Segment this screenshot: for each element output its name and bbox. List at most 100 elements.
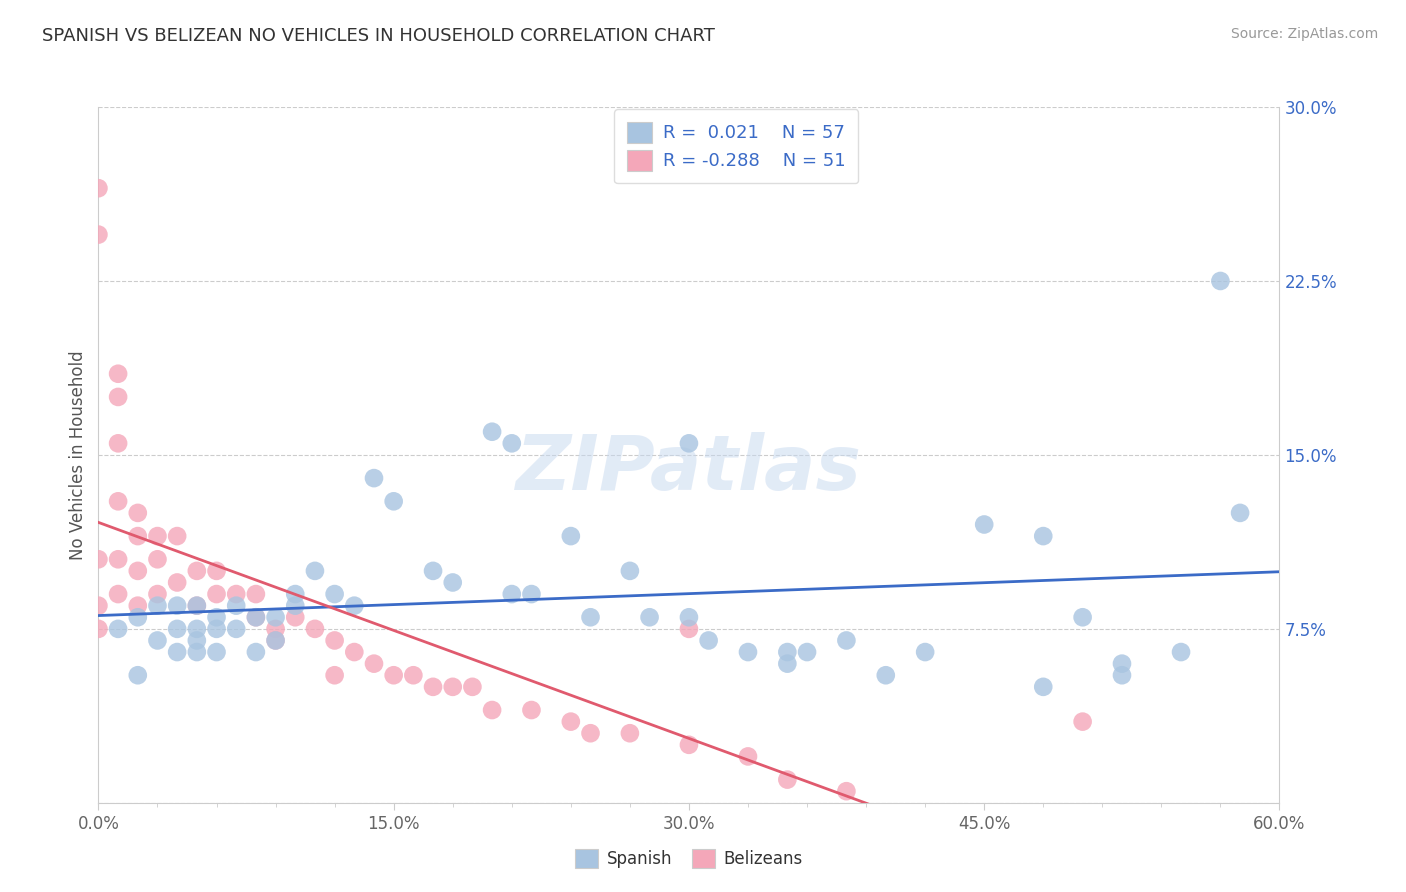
Point <box>127 564 149 578</box>
Point <box>304 622 326 636</box>
Point <box>225 599 247 613</box>
Point <box>560 529 582 543</box>
Point <box>146 587 169 601</box>
Point <box>678 738 700 752</box>
Point <box>1071 610 1094 624</box>
Point <box>284 599 307 613</box>
Point <box>382 668 405 682</box>
Point <box>205 610 228 624</box>
Point <box>323 668 346 682</box>
Point <box>127 506 149 520</box>
Y-axis label: No Vehicles in Household: No Vehicles in Household <box>69 350 87 560</box>
Point <box>127 599 149 613</box>
Point <box>264 633 287 648</box>
Point <box>481 703 503 717</box>
Point <box>186 622 208 636</box>
Point <box>678 610 700 624</box>
Point <box>560 714 582 729</box>
Point <box>619 726 641 740</box>
Point <box>382 494 405 508</box>
Point <box>520 587 543 601</box>
Point <box>284 587 307 601</box>
Point <box>205 564 228 578</box>
Point <box>186 633 208 648</box>
Point <box>186 599 208 613</box>
Point <box>343 599 366 613</box>
Point <box>107 494 129 508</box>
Point <box>205 645 228 659</box>
Point <box>422 680 444 694</box>
Point <box>737 749 759 764</box>
Point <box>87 181 110 195</box>
Point <box>363 657 385 671</box>
Point <box>146 552 169 566</box>
Point <box>343 645 366 659</box>
Point <box>776 657 799 671</box>
Point <box>146 529 169 543</box>
Point <box>323 587 346 601</box>
Point <box>619 564 641 578</box>
Text: Source: ZipAtlas.com: Source: ZipAtlas.com <box>1230 27 1378 41</box>
Point <box>107 552 129 566</box>
Point <box>402 668 425 682</box>
Point <box>264 633 287 648</box>
Text: ZIPatlas: ZIPatlas <box>516 432 862 506</box>
Point <box>1111 668 1133 682</box>
Point <box>245 610 267 624</box>
Point <box>1032 680 1054 694</box>
Point <box>1229 506 1251 520</box>
Point <box>776 772 799 787</box>
Point <box>520 703 543 717</box>
Point <box>835 633 858 648</box>
Point <box>422 564 444 578</box>
Point <box>638 610 661 624</box>
Point <box>245 645 267 659</box>
Point <box>1170 645 1192 659</box>
Point <box>166 599 188 613</box>
Point <box>501 436 523 450</box>
Point <box>284 610 307 624</box>
Point <box>264 622 287 636</box>
Point <box>697 633 720 648</box>
Point <box>1032 529 1054 543</box>
Point <box>796 645 818 659</box>
Point <box>186 645 208 659</box>
Point <box>678 436 700 450</box>
Point <box>835 784 858 798</box>
Point <box>1209 274 1232 288</box>
Legend: Spanish, Belizeans: Spanish, Belizeans <box>568 842 810 874</box>
Point <box>107 367 129 381</box>
Point <box>579 610 602 624</box>
Point <box>107 587 129 601</box>
Point <box>973 517 995 532</box>
Point <box>441 680 464 694</box>
Point <box>225 622 247 636</box>
Point <box>245 610 267 624</box>
Point <box>1111 657 1133 671</box>
Point <box>501 587 523 601</box>
Point <box>205 587 228 601</box>
Point <box>127 668 149 682</box>
Point <box>87 552 110 566</box>
Point <box>166 575 188 590</box>
Point <box>107 436 129 450</box>
Point <box>225 587 247 601</box>
Point <box>481 425 503 439</box>
Point <box>166 622 188 636</box>
Point <box>914 645 936 659</box>
Point <box>146 599 169 613</box>
Point <box>737 645 759 659</box>
Point <box>363 471 385 485</box>
Point <box>264 610 287 624</box>
Point <box>875 668 897 682</box>
Point <box>166 645 188 659</box>
Point <box>579 726 602 740</box>
Point <box>304 564 326 578</box>
Point <box>245 587 267 601</box>
Point <box>776 645 799 659</box>
Point <box>127 529 149 543</box>
Text: SPANISH VS BELIZEAN NO VEHICLES IN HOUSEHOLD CORRELATION CHART: SPANISH VS BELIZEAN NO VEHICLES IN HOUSE… <box>42 27 716 45</box>
Point <box>127 610 149 624</box>
Point <box>87 599 110 613</box>
Point <box>678 622 700 636</box>
